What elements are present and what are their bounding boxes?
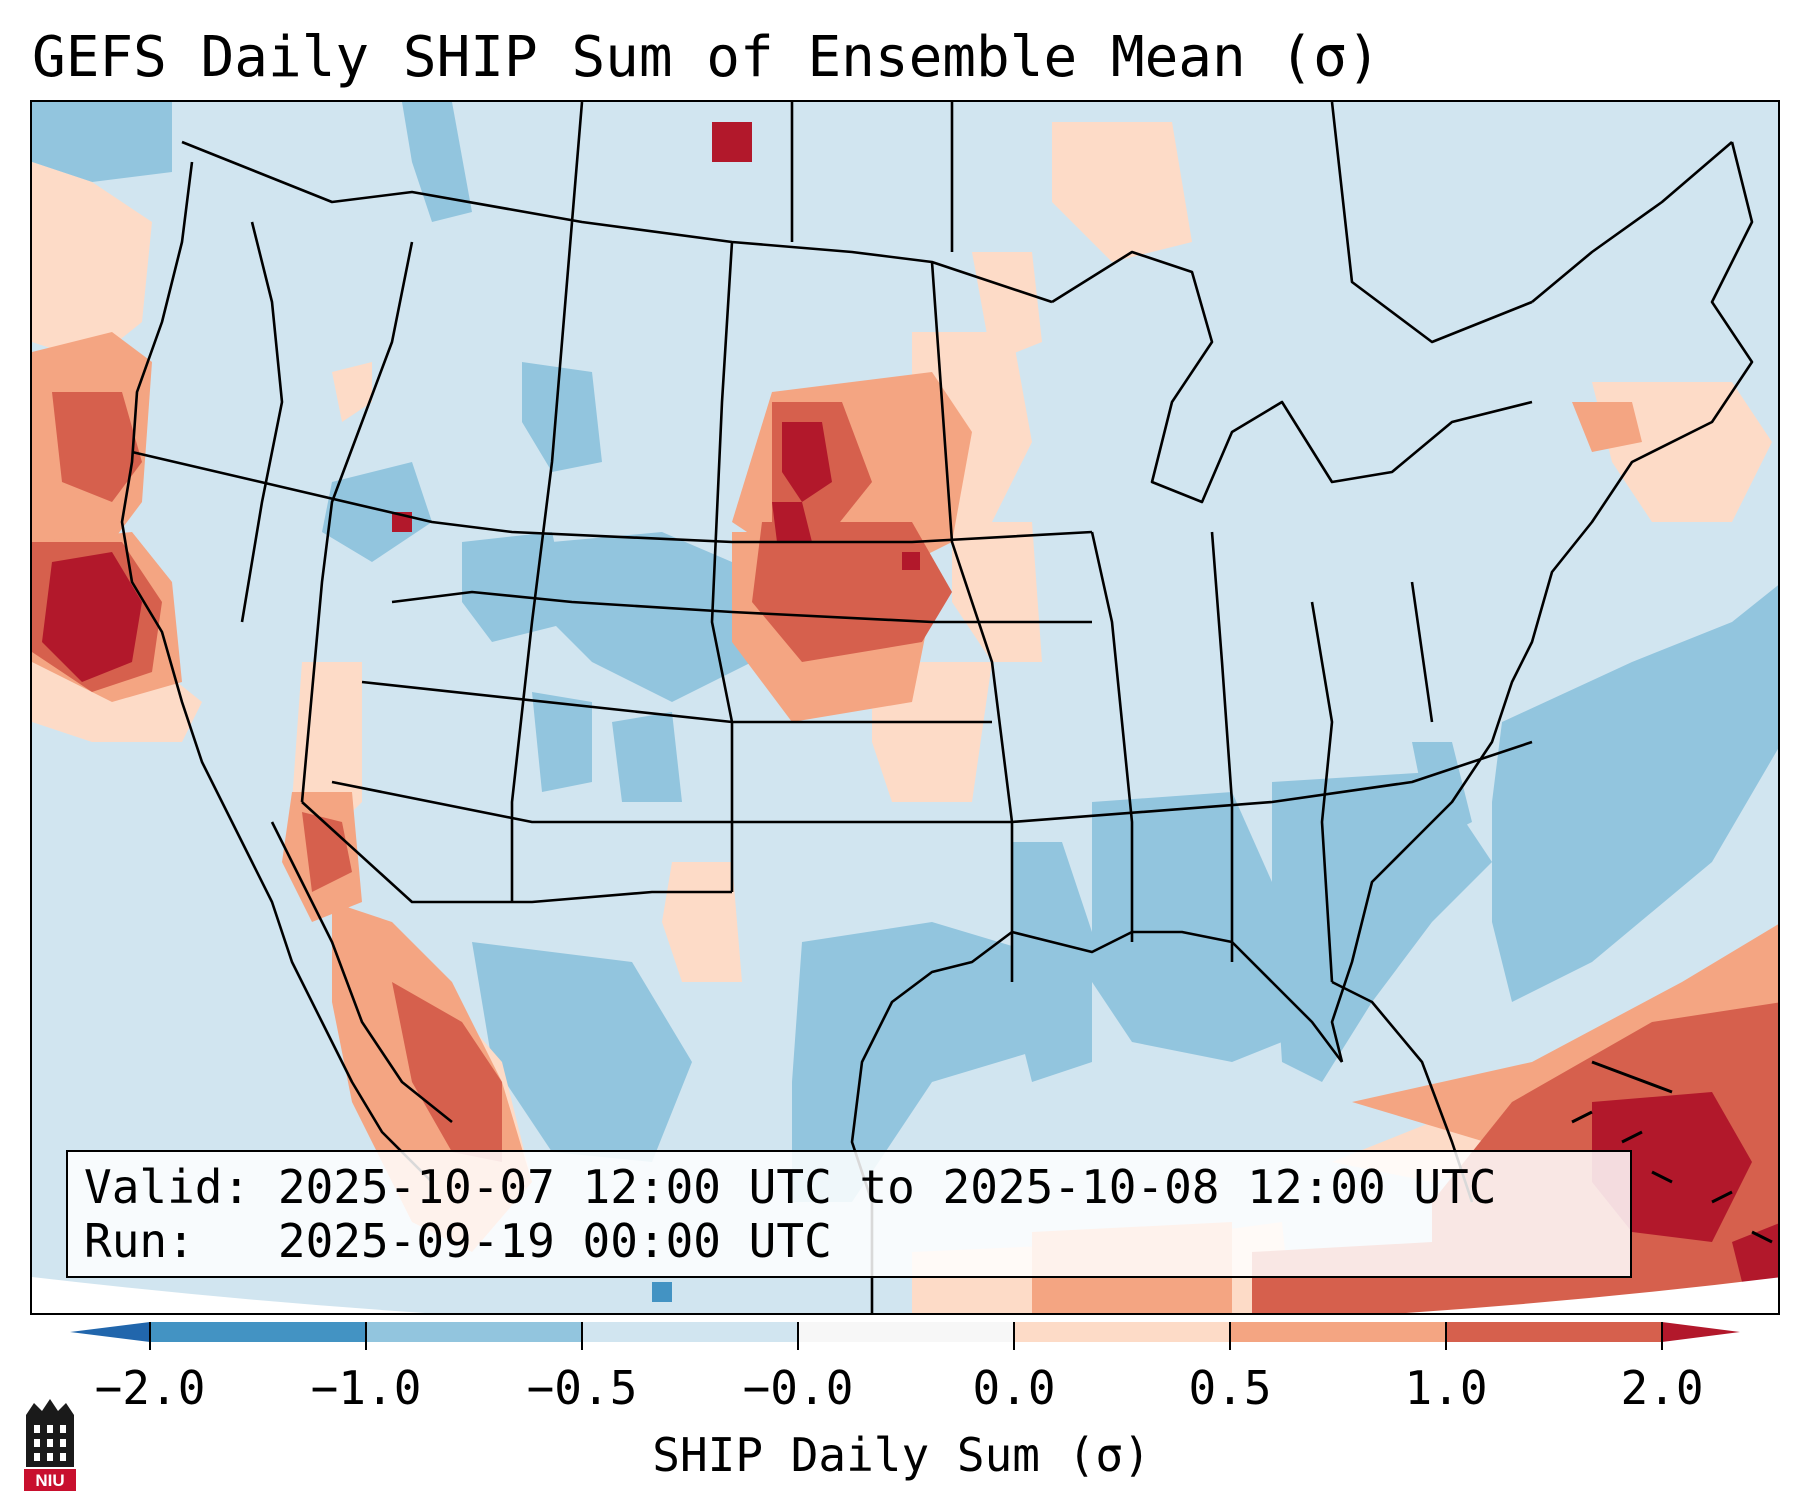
colorbar-extend-high: [1662, 1322, 1740, 1342]
niu-logo-windows: [34, 1425, 66, 1461]
colorbar-segment: [1014, 1322, 1230, 1342]
valid-label: Valid:: [84, 1160, 251, 1214]
ship-anomaly-map: [32, 102, 1778, 1313]
colorbar-tick-label: 0.5: [1188, 1361, 1272, 1415]
colorbar-segment: [798, 1322, 1014, 1342]
colorbar-segment: [150, 1322, 366, 1342]
colorbar-segment: [1446, 1322, 1662, 1342]
colorbar-extend-low: [70, 1322, 150, 1342]
boundaries: [120, 102, 1754, 1313]
colorbar-tick-label: 0.0: [972, 1361, 1056, 1415]
colorbar-tick-label: 2.0: [1620, 1361, 1704, 1415]
colorbar-segment: [366, 1322, 582, 1342]
colorbar-tick-label: −1.0: [310, 1361, 422, 1415]
colorbar: [70, 1322, 1740, 1350]
projection-edge: [32, 1277, 1778, 1313]
map-panel: [30, 100, 1780, 1315]
run-label: Run:: [84, 1214, 195, 1268]
colorbar-tick-label: −0.5: [526, 1361, 638, 1415]
colorbar-segment: [1230, 1322, 1446, 1342]
niu-logo-band: [24, 1469, 76, 1491]
colorbar-tick-label: −0.0: [742, 1361, 854, 1415]
strong-negative-cell: [652, 1282, 672, 1302]
colorbar-label: SHIP Daily Sum (σ): [652, 1428, 1151, 1482]
niu-logo-text: NIU: [35, 1471, 64, 1490]
colorbar-tick-label: 1.0: [1404, 1361, 1488, 1415]
extreme-positive-regions: [42, 122, 1778, 1291]
colorbar-ticks: [149, 1322, 1663, 1350]
map-title: GEFS Daily SHIP Sum of Ensemble Mean (σ): [32, 25, 1381, 90]
caribbean-islands: [1571, 1060, 1773, 1244]
validity-info-box: Valid: 2025-10-07 12:00 UTC to 2025-10-0…: [66, 1150, 1632, 1278]
run-value: 2025-09-19 00:00 UTC: [277, 1214, 832, 1268]
valid-value: 2025-10-07 12:00 UTC to 2025-10-08 12:00…: [277, 1160, 1497, 1214]
colorbar-tick-label: −2.0: [94, 1361, 206, 1415]
niu-logo: NIU: [24, 1399, 76, 1491]
colorbar-segment: [582, 1322, 798, 1342]
negative-anomaly-regions: [32, 102, 1778, 1313]
